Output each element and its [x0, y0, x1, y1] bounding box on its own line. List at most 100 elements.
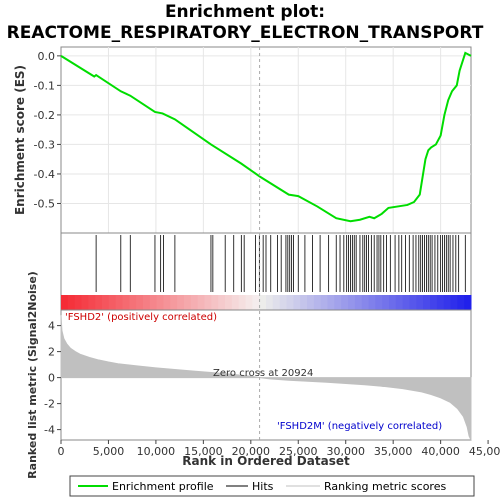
- color-bar-segment: [368, 295, 376, 310]
- color-bar-segment: [231, 295, 240, 310]
- x-axis: 0 5,000 10,000 15,000 20,000 25,000 30,000 35,0…: [58, 440, 500, 458]
- color-bar-segment: [61, 295, 69, 310]
- color-bar-segment: [252, 295, 260, 310]
- color-bar-segment: [416, 295, 424, 310]
- color-bar-segment: [436, 295, 445, 310]
- color-bar-segment: [341, 295, 349, 310]
- es-panel: [60, 46, 472, 234]
- color-bar-segment: [423, 295, 431, 310]
- color-bar-segment: [129, 295, 137, 310]
- color-bar-segment: [279, 295, 287, 310]
- es-y-axis: 0.0 -0.1 -0.2 -0.3 -0.4 -0.5: [34, 50, 61, 210]
- color-bar-segment: [81, 295, 89, 310]
- es-tick-label: 0.0: [38, 50, 56, 63]
- color-bar-segment: [225, 295, 233, 310]
- chart-title-line1: Enrichment plot:: [165, 2, 325, 22]
- legend-enrichment-profile: Enrichment profile: [112, 480, 214, 493]
- color-bar-segment: [450, 295, 458, 310]
- color-bar-segment: [389, 295, 397, 310]
- x-tick-label: 5,000: [93, 445, 125, 458]
- color-bar-segment: [300, 295, 308, 310]
- es-tick-label: -0.3: [34, 138, 55, 151]
- negative-correlation-label: 'FSHD2M' (negatively correlated): [277, 421, 442, 432]
- color-bar-segment: [115, 295, 123, 310]
- color-bar-segment: [170, 295, 178, 310]
- metric-tick-label: 0: [48, 372, 55, 385]
- x-tick-label: 15,000: [184, 445, 223, 458]
- es-axis-title: Enrichment score (ES): [13, 65, 27, 215]
- color-bar-segment: [218, 295, 226, 310]
- color-bar-segment: [443, 295, 451, 310]
- x-tick-label: 20,000: [232, 445, 271, 458]
- color-bar-segment: [102, 295, 110, 310]
- color-bar-segment: [375, 295, 383, 310]
- x-tick-label: 25,000: [279, 445, 318, 458]
- x-tick-label: 35,000: [374, 445, 413, 458]
- x-tick-label: 40,000: [421, 445, 460, 458]
- color-bar-segment: [409, 295, 417, 310]
- metric-tick-label: -2: [44, 398, 55, 411]
- chart-title-line2: REACTOME_RESPIRATORY_ELECTRON_TRANSPORT: [7, 23, 484, 43]
- metric-y-axis: 4 2 0 -2 -4: [44, 320, 61, 437]
- color-bar-segment: [327, 295, 335, 310]
- positive-correlation-label: 'FSHD2' (positively correlated): [65, 312, 217, 323]
- legend: Enrichment profile Hits Ranking metric s…: [69, 475, 475, 497]
- color-bar-segment: [122, 295, 130, 310]
- color-bar-segment: [313, 295, 322, 310]
- color-bar-segment: [382, 295, 390, 310]
- color-bar-segment: [320, 295, 328, 310]
- color-bar-segment: [204, 295, 212, 310]
- es-tick-label: -0.5: [34, 197, 55, 210]
- color-bar-segment: [108, 295, 117, 310]
- zero-cross-label: Zero cross at 20924: [213, 368, 313, 379]
- color-bar-segment: [143, 295, 151, 310]
- rank-color-bar: [61, 295, 472, 310]
- color-bar-segment: [190, 295, 199, 310]
- color-bar-segment: [457, 295, 465, 310]
- color-bar-segment: [177, 295, 185, 310]
- x-tick-label: 45,000: [469, 445, 500, 458]
- es-tick-label: -0.4: [34, 168, 55, 181]
- metric-tick-label: 2: [48, 346, 55, 359]
- x-tick-label: 30,000: [326, 445, 365, 458]
- color-bar-segment: [67, 295, 76, 310]
- color-bar-segment: [156, 295, 164, 310]
- enrichment-profile-line: [60, 51, 472, 223]
- legend-ranking-metric-scores: Ranking metric scores: [324, 480, 446, 493]
- metric-axis-title: Ranked list metric (Signal2Noise): [26, 271, 39, 479]
- color-bar-segment: [197, 295, 205, 310]
- color-bar-segment: [334, 295, 342, 310]
- color-bar-segment: [74, 295, 82, 310]
- x-axis-title: Rank in Ordered Dataset: [182, 454, 350, 468]
- color-bar-segment: [354, 295, 363, 310]
- color-bar-segment: [272, 295, 281, 310]
- es-tick-label: -0.2: [34, 109, 55, 122]
- color-bar-segment: [464, 295, 472, 310]
- color-bar-segment: [402, 295, 410, 310]
- color-bar-segment: [245, 295, 253, 310]
- color-bar-segment: [211, 295, 219, 310]
- color-bar-segment: [307, 295, 315, 310]
- color-bar-segment: [136, 295, 144, 310]
- color-bar-segment: [361, 295, 369, 310]
- legend-box: [69, 475, 475, 497]
- x-tick-label: 0: [58, 445, 65, 458]
- color-bar-segment: [286, 295, 294, 310]
- metric-tick-label: 4: [48, 320, 55, 333]
- color-bar-segment: [184, 295, 192, 310]
- color-bar-segment: [395, 295, 404, 310]
- color-bar-segment: [266, 295, 274, 310]
- color-bar-segment: [259, 295, 267, 310]
- color-bar-segment: [293, 295, 301, 310]
- x-tick-label: 10,000: [137, 445, 176, 458]
- es-gridlines: [61, 47, 471, 233]
- legend-hits: Hits: [252, 480, 274, 493]
- hits-markers: [95, 235, 466, 292]
- es-tick-label: -0.1: [34, 79, 55, 92]
- color-bar-segment: [95, 295, 103, 310]
- metric-tick-label: -4: [44, 424, 55, 437]
- color-bar-segment: [238, 295, 246, 310]
- color-bar-segment: [163, 295, 171, 310]
- color-bar-segment: [348, 295, 356, 310]
